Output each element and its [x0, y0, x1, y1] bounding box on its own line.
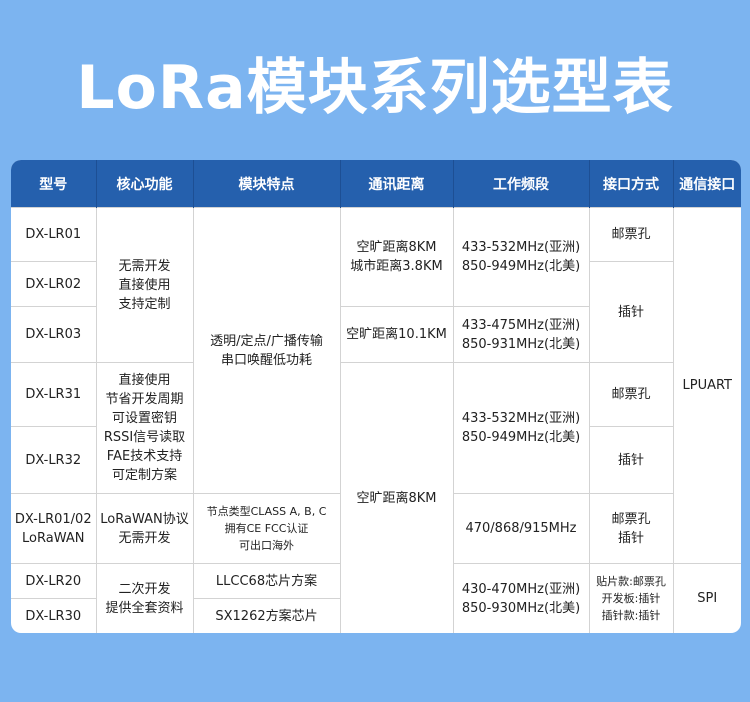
table-row: DX-LR20 二次开发 提供全套资料 LLCC68芯片方案 430-470MH…	[11, 563, 741, 633]
model-cell: DX-LR32	[11, 426, 97, 494]
features-cell: LLCC68芯片方案	[192, 563, 341, 599]
frequency-cell: 433-475MHz(亚洲) 850-931MHz(北美)	[452, 306, 589, 363]
header-features: 模块特点	[193, 160, 341, 208]
model-cell: DX-LR20	[11, 563, 97, 599]
mount-cell: 邮票孔 插针	[588, 493, 673, 564]
features-cell: 透明/定点/广播传输 串口唤醒低功耗	[192, 207, 341, 494]
mount-cell: 邮票孔	[588, 207, 674, 262]
header-row: 型号 核心功能 模块特点 通讯距离 工作频段 接口方式 通信接口	[11, 160, 741, 208]
core-cell: 二次开发 提供全套资料	[95, 563, 194, 633]
comm-cell: LPUART	[672, 207, 741, 564]
features-cell: 节点类型CLASS A, B, C 拥有CE FCC认证 可出口海外	[192, 493, 341, 564]
frequency-cell: 433-532MHz(亚洲) 850-949MHz(北美)	[452, 362, 590, 494]
frequency-cell: 430-470MHz(亚洲) 850-930MHz(北美)	[452, 563, 590, 633]
distance-cell: 空旷距离10.1KM	[339, 306, 454, 363]
core-cell: LoRaWAN协议 无需开发	[95, 493, 194, 564]
features-cell: SX1262方案芯片	[192, 598, 340, 633]
header-core: 核心功能	[96, 160, 194, 208]
header-frequency: 工作频段	[453, 160, 590, 208]
table-row: DX-LR02 插针	[11, 261, 741, 363]
model-cell: DX-LR30	[11, 598, 97, 633]
frequency-cell: 433-532MHz(亚洲) 850-949MHz(北美)	[452, 207, 590, 307]
core-cell: 无需开发 直接使用 支持定制	[95, 207, 194, 363]
model-cell: DX-LR31	[11, 362, 97, 427]
comm-cell: SPI	[672, 563, 741, 633]
table-row: DX-LR31 直接使用 节省开发周期 可设置密钥 RSSI信号读取 FAE技术…	[11, 362, 741, 633]
table-row: DX-LR32 插针	[11, 426, 741, 494]
mount-cell: 插针	[588, 426, 673, 494]
core-cell: 直接使用 节省开发周期 可设置密钥 RSSI信号读取 FAE技术支持 可定制方案	[95, 362, 194, 494]
distance-cell: 空旷距离8KM 城市距离3.8KM	[339, 207, 454, 307]
header-mount: 接口方式	[589, 160, 674, 208]
frequency-cell: 470/868/915MHz	[452, 493, 590, 564]
header-model: 型号	[11, 160, 97, 208]
distance-cell: 空旷距离8KM	[339, 362, 454, 633]
mount-cell: 贴片款:邮票孔 开发板:插针 插针款:插针	[588, 563, 674, 633]
header-comm: 通信接口	[673, 160, 741, 208]
model-cell: DX-LR03	[11, 306, 97, 363]
selection-table: 型号 核心功能 模块特点 通讯距离 工作频段 接口方式 通信接口 DX-LR01…	[11, 160, 741, 633]
table-row: DX-LR01/02 LoRaWAN LoRaWAN协议 无需开发 节点类型CL…	[11, 493, 741, 564]
table-row: DX-LR01 无需开发 直接使用 支持定制 透明/定点/广播传输 串口唤醒低功…	[11, 207, 741, 564]
page-title: LoRa模块系列选型表	[76, 53, 674, 123]
model-cell: DX-LR01/02 LoRaWAN	[11, 493, 97, 564]
mount-cell: 邮票孔	[588, 362, 673, 427]
table-row: DX-LR30 SX1262方案芯片	[11, 598, 741, 633]
selection-table-card: 型号 核心功能 模块特点 通讯距离 工作频段 接口方式 通信接口 DX-LR01…	[11, 160, 741, 633]
header-distance: 通讯距离	[340, 160, 454, 208]
model-cell: DX-LR02	[11, 261, 97, 307]
table-row: DX-LR03 空旷距离10.1KM 433-475MHz(亚洲) 850-93…	[11, 306, 741, 363]
mount-cell: 插针	[588, 261, 673, 363]
model-cell: DX-LR01	[11, 207, 97, 262]
